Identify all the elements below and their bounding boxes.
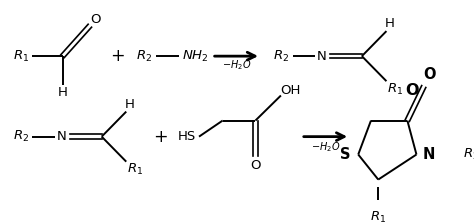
Text: $- H_2O$: $- H_2O$ <box>311 140 340 154</box>
Text: $R_2$: $R_2$ <box>273 49 289 64</box>
Text: $R_2$: $R_2$ <box>463 147 474 162</box>
Text: H: H <box>385 17 395 31</box>
Text: O: O <box>405 83 419 98</box>
Text: $R_1$: $R_1$ <box>370 210 386 223</box>
Text: $NH_2$: $NH_2$ <box>182 49 209 64</box>
Text: $R_1$: $R_1$ <box>13 49 29 64</box>
Text: S: S <box>340 147 351 162</box>
Text: H: H <box>125 98 135 111</box>
Text: $R_2$: $R_2$ <box>137 49 153 64</box>
Text: +: + <box>110 47 125 65</box>
Text: H: H <box>58 86 67 99</box>
Text: $- H_2O$: $- H_2O$ <box>222 58 251 72</box>
Text: O: O <box>90 13 100 26</box>
Text: +: + <box>154 128 168 146</box>
Text: OH: OH <box>280 84 300 97</box>
Text: HS: HS <box>178 130 196 143</box>
Text: N: N <box>317 50 327 63</box>
Text: N: N <box>423 147 436 162</box>
Text: O: O <box>250 159 261 172</box>
Text: O: O <box>423 66 436 82</box>
Text: $R_2$: $R_2$ <box>13 129 29 144</box>
Text: $R_1$: $R_1$ <box>387 82 404 97</box>
Text: $R_1$: $R_1$ <box>127 162 144 177</box>
Text: N: N <box>57 130 66 143</box>
